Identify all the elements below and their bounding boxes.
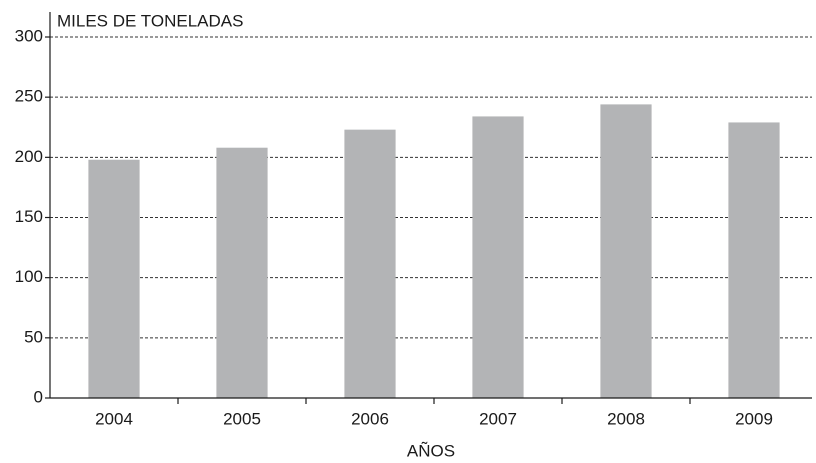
x-tick-label: 2005 — [223, 409, 261, 428]
y-tick-label: 0 — [34, 387, 43, 406]
bar — [216, 147, 268, 398]
bar — [344, 129, 396, 398]
y-tick-label: 50 — [24, 327, 43, 346]
y-tick-label: 100 — [15, 267, 43, 286]
bar — [472, 116, 524, 399]
bar — [728, 122, 780, 398]
y-axis-label: MILES DE TONELADAS — [57, 11, 243, 30]
x-tick-label: 2004 — [95, 409, 133, 428]
x-tick-label: 2006 — [351, 409, 389, 428]
y-tick-label: 150 — [15, 207, 43, 226]
bar — [88, 159, 140, 398]
x-tick-label: 2008 — [607, 409, 645, 428]
x-axis-label: AÑOS — [407, 441, 455, 460]
y-tick-label: 250 — [15, 87, 43, 106]
x-tick-label: 2007 — [479, 409, 517, 428]
y-tick-label: 300 — [15, 26, 43, 45]
x-tick-label: 2009 — [735, 409, 773, 428]
y-tick-label: 200 — [15, 147, 43, 166]
bar — [600, 104, 652, 399]
